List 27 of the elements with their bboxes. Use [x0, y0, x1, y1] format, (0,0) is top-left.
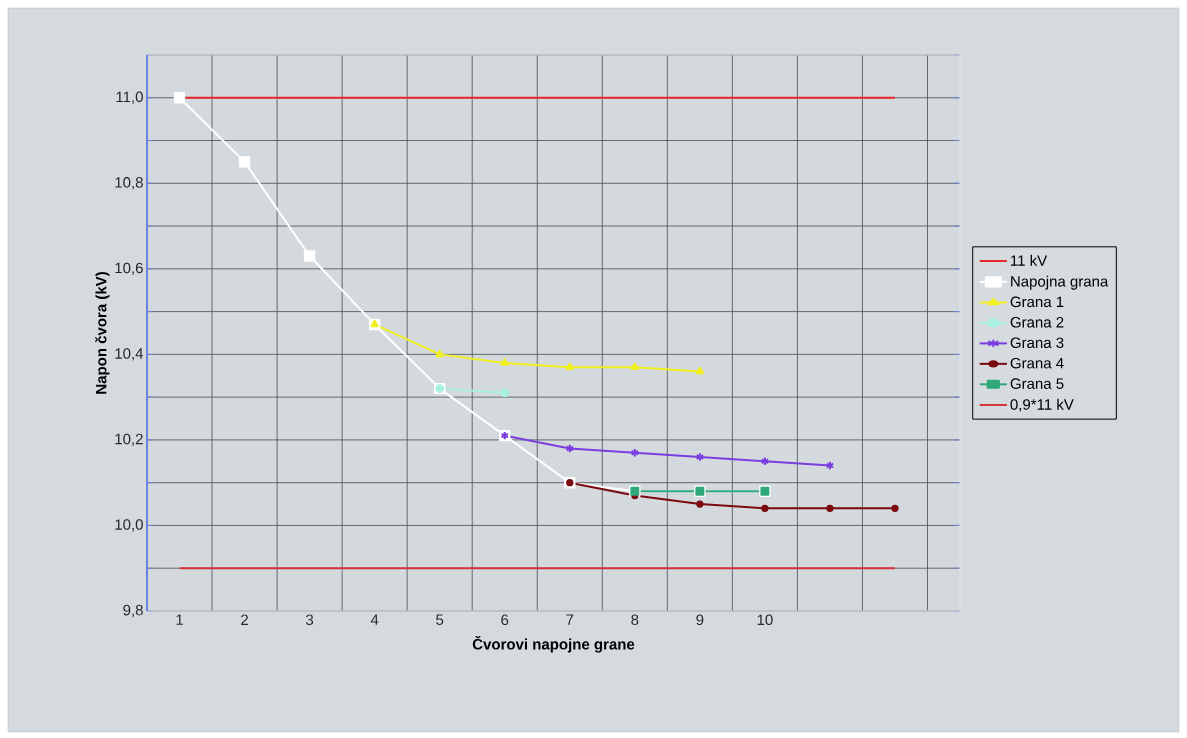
- x-tick-label: 5: [436, 614, 444, 625]
- legend-label: Grana 3: [1010, 337, 1064, 349]
- y-tick-label: 10,4: [115, 348, 144, 361]
- y-tick-label: 10,0: [115, 519, 143, 532]
- legend-label: Grana 5: [1010, 378, 1064, 389]
- x-tick-label: 1: [176, 614, 183, 625]
- x-tick-label: 8: [631, 614, 639, 626]
- x-tick-label: 2: [241, 614, 248, 625]
- legend-label: 0,9*11 kV: [1010, 398, 1074, 412]
- legend-label: 11 kV: [1011, 254, 1048, 266]
- y-tick-label: 9,8: [123, 604, 143, 618]
- x-axis-title: Čvorovi napojne grane: [472, 635, 635, 653]
- y-tick-label: 10,6: [115, 262, 143, 276]
- legend-label: Grana 1: [1010, 296, 1064, 308]
- x-tick-label: 10: [757, 614, 773, 626]
- x-tick-label: 4: [370, 614, 379, 625]
- y-tick-label: 10,8: [115, 177, 143, 190]
- x-tick-label: 7: [566, 614, 574, 625]
- legend-label: Grana 2: [1010, 316, 1064, 328]
- y-tick-label: 10,2: [115, 433, 143, 447]
- x-tick-label: 9: [696, 614, 704, 626]
- y-tick-label: 11,0: [116, 91, 143, 104]
- y-axis-title: Napon čvora (kV): [95, 272, 110, 394]
- legend-label: Grana 4: [1010, 357, 1064, 369]
- x-tick-label: 6: [501, 614, 509, 626]
- legend-label: Napojna grana: [1011, 275, 1109, 290]
- x-tick-label: 3: [306, 614, 314, 626]
